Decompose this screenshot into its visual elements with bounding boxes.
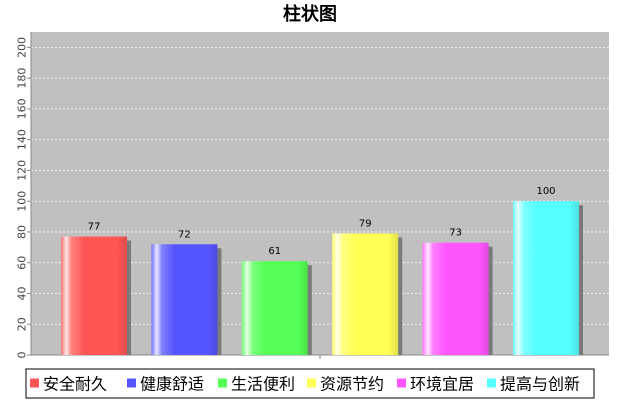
legend-label: 环境宜居 (410, 375, 474, 394)
legend: 安全耐久 健康舒适 生活便利 资源节约 环境宜居 提高与创新 (25, 368, 595, 399)
bar-环境宜居 (422, 242, 489, 355)
legend-label: 安全耐久 (43, 375, 107, 394)
bar-安全耐久 (61, 236, 127, 355)
y-tick-label: 60 (16, 256, 29, 270)
y-tick-label: 80 (16, 225, 29, 239)
bar-value-label: 72 (178, 229, 191, 240)
y-tick-label: 0 (16, 352, 29, 359)
bar-生活便利 (241, 261, 308, 355)
y-tick-label: 120 (16, 160, 29, 181)
bar-提高与创新 (513, 201, 579, 355)
bars: 77 72 61 79 73 100 (61, 186, 583, 355)
legend-label: 资源节约 (320, 375, 384, 394)
y-tick-label: 20 (16, 317, 29, 331)
y-tick-label: 140 (16, 129, 29, 150)
axes: 0 20 40 60 80 100 120 140 160 180 200 (16, 32, 609, 359)
bar-value-label: 61 (268, 246, 281, 257)
y-tick-label: 160 (16, 98, 29, 119)
legend-swatch (487, 378, 496, 388)
legend-swatch (397, 378, 406, 388)
bar-value-label: 100 (536, 186, 555, 197)
bar-value-label: 77 (88, 222, 101, 233)
legend-label: 健康舒适 (140, 375, 204, 394)
legend-swatch (30, 378, 39, 388)
bar-健康舒适 (151, 244, 218, 355)
legend-swatch (307, 378, 316, 388)
legend-label: 生活便利 (231, 375, 295, 394)
legend-label: 提高与创新 (500, 375, 580, 394)
y-tick-label: 180 (16, 68, 29, 89)
y-tick-label: 100 (16, 191, 29, 212)
bar-value-label: 79 (359, 218, 372, 229)
chart-title: 柱状图 (283, 3, 337, 25)
y-tick-label: 200 (16, 37, 29, 58)
bar-value-label: 73 (449, 228, 462, 239)
y-tick-label: 40 (16, 286, 29, 300)
bar-资源节约 (332, 233, 399, 355)
legend-swatch (127, 378, 136, 388)
legend-swatch (218, 378, 227, 388)
